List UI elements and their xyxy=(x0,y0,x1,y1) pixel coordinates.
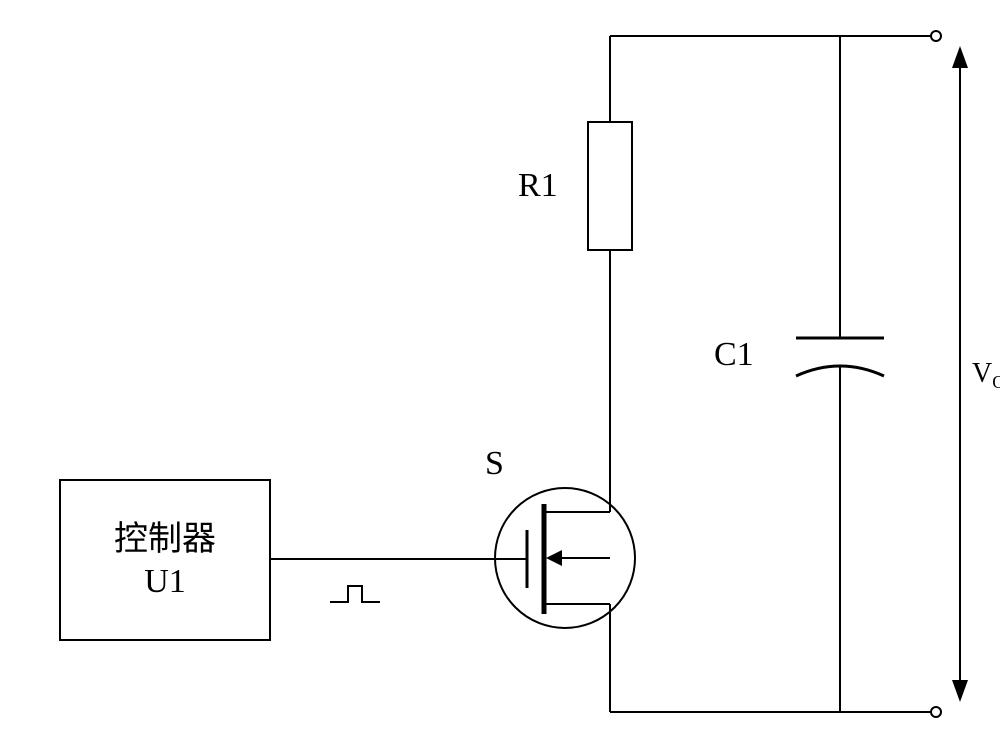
controller-box xyxy=(60,480,270,640)
label-vo: VO xyxy=(972,358,1000,392)
pulse-icon xyxy=(330,586,380,602)
resistor-r1 xyxy=(588,122,632,250)
label-controller-line2: U1 xyxy=(144,563,186,600)
label-controller-line1: 控制器 xyxy=(114,520,216,558)
mosfet-body-arrow xyxy=(546,550,562,566)
label-s: S xyxy=(485,445,504,482)
vo-arrow-head-bottom xyxy=(952,680,968,702)
terminal-vo-bottom xyxy=(931,707,941,717)
label-c1: C1 xyxy=(714,336,754,373)
vo-arrow-head-top xyxy=(952,46,968,68)
terminal-vo-top xyxy=(931,31,941,41)
label-r1: R1 xyxy=(518,167,558,204)
